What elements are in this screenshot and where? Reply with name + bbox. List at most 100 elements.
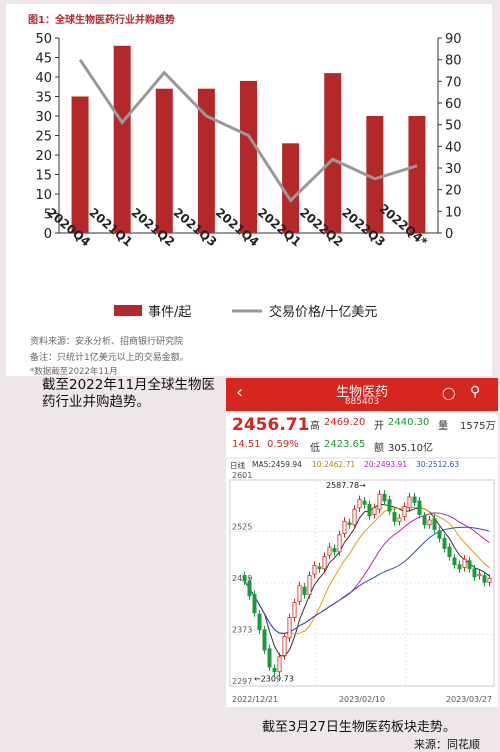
candle-body [337, 534, 342, 553]
right-tick-label: 10 [445, 205, 462, 220]
ma30-label: 30:2512.63 [416, 460, 460, 469]
min-annotation: ←2309.73 [254, 674, 294, 683]
candle-body [437, 530, 442, 539]
bar [324, 73, 342, 233]
candle-body [257, 613, 262, 631]
right-tick-label: 80 [445, 54, 462, 69]
candle-body [377, 493, 382, 510]
candle-body [382, 493, 387, 502]
candle-body [462, 558, 467, 568]
candle-body [347, 522, 352, 526]
price-tick-label: 2525 [232, 523, 252, 532]
right-tick-label: 40 [445, 140, 462, 155]
left-tick-label: 50 [35, 32, 52, 47]
ma-trend-chart: 0510152025303540455001020304050607080902… [35, 32, 462, 320]
footnote: *数据截至2022年11月 [30, 367, 118, 377]
search-icon[interactable]: ⚲ [470, 384, 481, 400]
candle-body [447, 546, 452, 557]
bar [155, 88, 173, 233]
max-annotation: 2587.78→ [326, 481, 366, 490]
stock-code: 885403 [344, 397, 380, 407]
date-label-start: 2022/12/21 [232, 695, 278, 704]
figure-title: 图1：全球生物医药行业并购趋势 [28, 15, 175, 26]
divider [226, 457, 498, 459]
back-arrow-icon[interactable]: ‹ [236, 382, 244, 403]
left-tick-label: 25 [35, 130, 52, 145]
left-tick-label: 0 [44, 227, 52, 242]
bar [408, 116, 426, 233]
candle-body [247, 580, 252, 597]
candle-body [362, 500, 367, 505]
last-price: 2456.71 [232, 415, 310, 435]
legend-bar-label: 事件/起 [148, 305, 191, 320]
candle-body [352, 508, 357, 526]
source-note: 资料来源：安永分析、招商银行研究院 [30, 337, 184, 347]
candle-body [417, 500, 422, 515]
candle-body [317, 566, 322, 570]
date-label-end: 2023/03/27 [446, 695, 492, 704]
bar [71, 96, 89, 233]
bar [197, 88, 215, 233]
price-line [78, 58, 418, 203]
source-credit: 来源：同花顺 [414, 738, 480, 751]
candle-body [267, 648, 272, 668]
ma-legend: 日线 MA5:2459.94 10:2462.71 20:2493.91 30:… [226, 460, 498, 472]
candle-body [427, 519, 432, 526]
left-tick-label: 20 [35, 149, 52, 164]
ma10-label: 10:2462.71 [312, 460, 356, 469]
bar [282, 143, 300, 233]
right-tick-label: 20 [445, 184, 462, 199]
candle-body [312, 564, 317, 575]
candle-body [297, 585, 302, 602]
legend-line-label: 交易价格/十亿美元 [269, 304, 377, 320]
candle-body [277, 656, 282, 673]
candle-body [332, 548, 337, 553]
date-label-mid: 2023/02/10 [339, 695, 385, 704]
candle-body [392, 512, 397, 522]
right-tick-label: 90 [445, 32, 462, 47]
candle-body [327, 546, 332, 556]
candle-body [422, 515, 427, 526]
right-tick-label: 60 [445, 97, 462, 112]
candle-body [412, 496, 417, 503]
caption-2: 截至3月27日生物医药板块走势。 [262, 720, 456, 735]
candle-body [402, 506, 407, 517]
period-label[interactable]: 日线 [230, 461, 245, 470]
amount-value: 305.10亿 [388, 443, 433, 454]
candle-body [442, 537, 447, 549]
candle-body [342, 520, 347, 534]
open-value: 2440.30 [388, 417, 430, 428]
price-change: 14.51 0.59% [232, 439, 299, 450]
left-tick-label: 10 [35, 188, 52, 203]
candle-body [452, 557, 457, 566]
candle-body [292, 602, 297, 618]
app-header: ‹ 生物医药 885403 ◯ ⚲ [226, 378, 498, 411]
candle-body [397, 517, 402, 522]
low-value: 2423.65 [324, 439, 366, 450]
legend-bar-swatch [114, 305, 142, 316]
candle-body [467, 560, 472, 570]
robot-icon[interactable]: ◯ [442, 386, 456, 400]
candle-body [432, 518, 437, 530]
high-value: 2469.20 [324, 417, 366, 428]
stock-title: 生物医药 [335, 385, 388, 400]
candle-body [302, 586, 307, 595]
bar [113, 45, 131, 233]
ma20-label: 20:2493.91 [364, 460, 408, 469]
change-value: 14.51 [232, 439, 261, 450]
candle-body [252, 594, 257, 614]
candle-body [487, 577, 492, 583]
amount-label: 额 [374, 443, 384, 454]
candle-body [407, 496, 412, 509]
candle-body [367, 503, 372, 517]
candle-body [262, 629, 267, 651]
bar [240, 80, 257, 234]
chart-frame [229, 479, 495, 687]
open-label: 开 [374, 421, 384, 432]
right-tick-label: 50 [445, 119, 462, 134]
kline-chart[interactable]: 2601 2525 2449 2373 2297 2587.78→ ←2309.73 2022… [226, 472, 498, 707]
volume-label: 量 [438, 421, 448, 432]
candle-body [307, 575, 312, 595]
price-tick-label: 2449 [232, 574, 252, 583]
candle-body [387, 499, 392, 512]
